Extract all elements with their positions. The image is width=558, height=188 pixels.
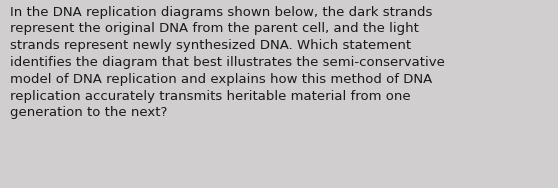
Text: In the DNA replication diagrams shown below, the dark strands
represent the orig: In the DNA replication diagrams shown be… (10, 6, 445, 119)
